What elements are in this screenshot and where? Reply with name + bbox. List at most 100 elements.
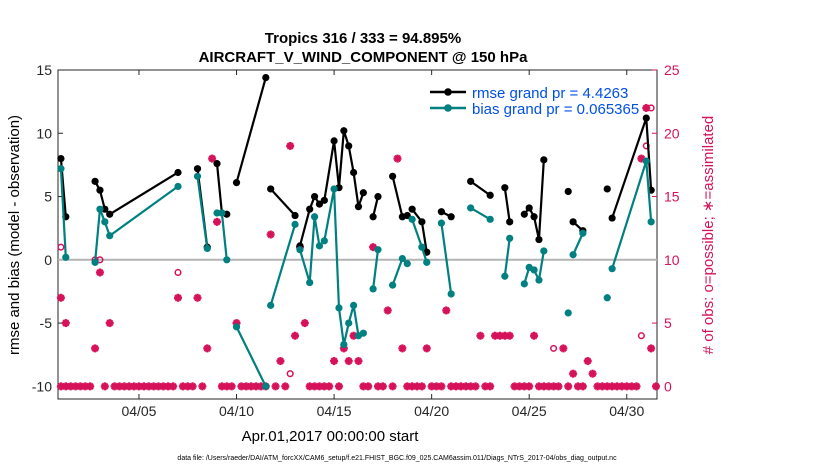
x-tick-label: 04/15 xyxy=(317,403,352,419)
rmse-point xyxy=(408,205,416,213)
bias-point xyxy=(501,272,509,280)
rmse-point xyxy=(389,172,397,180)
bias-segment xyxy=(470,206,491,221)
rmse-point xyxy=(437,208,445,216)
legend: rmse grand pr = 4.4263 bias grand pr = 0… xyxy=(430,85,639,118)
obs-possible-marker xyxy=(550,344,558,352)
obs-assimilated-marker xyxy=(388,382,397,391)
bias-point xyxy=(520,280,528,288)
rmse-segment xyxy=(503,187,511,223)
obs-possible-marker xyxy=(286,370,294,378)
bias-point xyxy=(642,157,650,165)
obs-assimilated-marker xyxy=(276,357,285,366)
bias-point xyxy=(62,253,70,261)
rmse-point xyxy=(349,168,358,177)
rmse-point xyxy=(291,211,299,220)
chart-subtitle: AIRCRAFT_V_WIND_COMPONENT @ 150 hPa xyxy=(199,49,529,66)
bias-point xyxy=(310,213,319,221)
rmse-point xyxy=(106,210,114,218)
rmse-point xyxy=(262,73,270,82)
chart-title: Tropics 316 / 333 = 94.895% xyxy=(265,30,461,47)
obs-assimilated-marker xyxy=(364,382,373,391)
obs-possible-marker xyxy=(647,104,655,112)
obs-assimilated-marker xyxy=(442,306,451,315)
bias-point xyxy=(608,265,616,273)
obs-assimilated-marker xyxy=(486,382,495,391)
obs-assimilated-marker xyxy=(193,293,202,302)
bias-point xyxy=(203,244,211,253)
obs-assimilated-marker xyxy=(56,293,65,302)
y-tick-label-left: 15 xyxy=(36,62,52,78)
rmse-point xyxy=(174,168,182,177)
legend-bias-marker xyxy=(444,104,452,112)
bias-segment xyxy=(298,215,321,284)
y-tick-label-right: 25 xyxy=(664,62,680,78)
bias-point xyxy=(267,301,275,309)
data-file-footnote: data file: /Users/raeder/DAI/ATM_forcXX/… xyxy=(177,455,617,462)
rmse-point xyxy=(418,218,426,226)
bias-point xyxy=(423,258,431,266)
bias-point xyxy=(306,278,314,287)
rmse-point xyxy=(501,184,509,192)
rmse-point xyxy=(310,192,319,201)
obs-possible-marker xyxy=(57,243,65,251)
obs-assimilated-marker xyxy=(647,344,656,353)
bias-point xyxy=(345,319,353,327)
rmse-point xyxy=(354,203,363,211)
obs-assimilated-marker xyxy=(91,344,100,353)
bias-point xyxy=(315,242,324,250)
bias-point xyxy=(647,218,655,226)
bias-point xyxy=(232,323,241,331)
y-tick-label-right: 5 xyxy=(664,315,672,331)
y-axis-label-left: rmse and bias (model - observation) xyxy=(6,115,23,355)
rmse-point xyxy=(267,185,275,193)
y-tick-label-right: 15 xyxy=(664,189,680,205)
x-tick-label: 04/05 xyxy=(121,403,156,419)
rmse-segment xyxy=(235,77,267,183)
bias-point xyxy=(486,215,494,223)
bias-point xyxy=(349,301,358,309)
y-tick-label-left: -5 xyxy=(40,315,53,331)
rmse-point xyxy=(91,177,99,185)
bias-point xyxy=(506,234,514,242)
bias-series xyxy=(57,157,655,390)
bias-point xyxy=(530,266,538,274)
obs-assimilated-marker xyxy=(393,154,402,163)
bias-point xyxy=(403,260,411,268)
rmse-point xyxy=(525,204,533,212)
bias-point xyxy=(569,251,577,259)
obs-possible-marker xyxy=(637,332,645,340)
bias-point xyxy=(193,172,202,180)
bias-segment xyxy=(323,187,364,346)
obs-assimilated-marker xyxy=(173,293,182,302)
x-tick-label: 04/10 xyxy=(219,403,254,419)
rmse-point xyxy=(320,196,328,204)
rmse-point xyxy=(467,177,475,185)
rmse-point xyxy=(403,211,411,220)
bias-point xyxy=(106,232,114,240)
obs-assimilated-marker xyxy=(330,357,339,366)
bias-point xyxy=(437,219,445,227)
obs-assimilated-marker xyxy=(525,382,534,391)
x-tick-label: 04/20 xyxy=(414,403,449,419)
plot-area xyxy=(57,69,658,400)
obs-assimilated-marker xyxy=(300,319,309,328)
rmse-point xyxy=(193,165,202,173)
bias-segment xyxy=(59,168,67,258)
bias-segment xyxy=(235,326,267,387)
bias-point xyxy=(603,294,611,302)
y-tick-label-right: 10 xyxy=(664,252,680,268)
bias-point xyxy=(291,220,299,228)
obs-assimilated-marker xyxy=(86,382,95,391)
rmse-segment xyxy=(470,180,491,197)
obs-assimilated-marker xyxy=(422,344,431,353)
rmse-point xyxy=(569,218,577,226)
obs-assimilated-marker xyxy=(652,382,661,391)
obs-assimilated-marker xyxy=(100,382,109,391)
bias-point xyxy=(408,215,416,223)
rmse-point xyxy=(486,191,494,199)
obs-assimilated-marker xyxy=(378,382,387,391)
rmse-point xyxy=(369,213,377,221)
y-tick-label-left: 0 xyxy=(44,252,52,268)
